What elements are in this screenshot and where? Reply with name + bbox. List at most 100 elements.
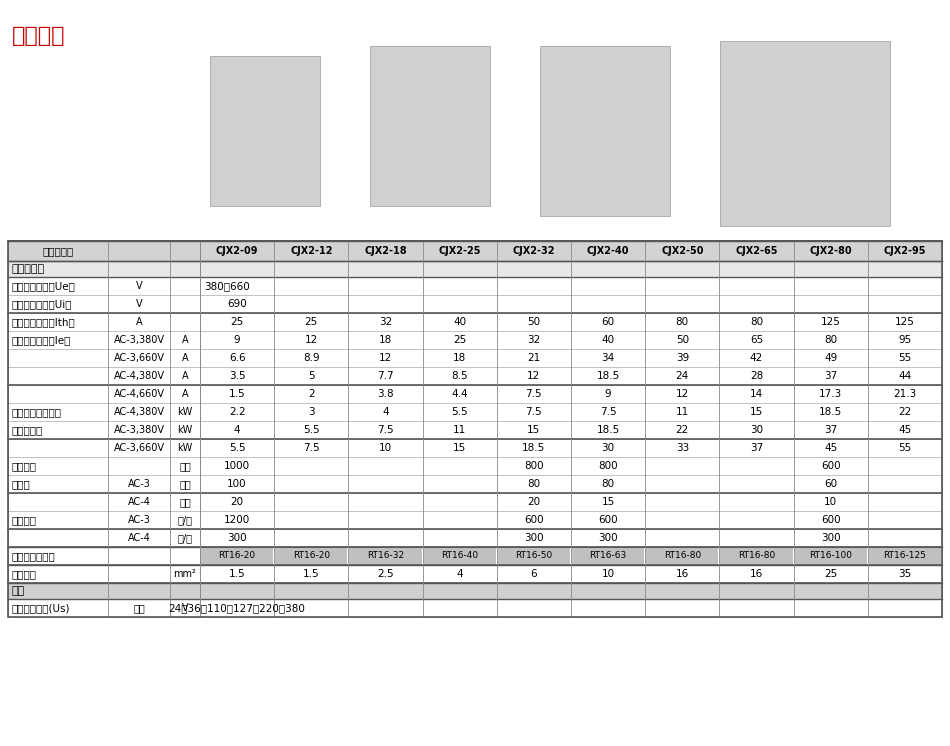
Text: 6.6: 6.6 (229, 353, 245, 363)
Text: 万次: 万次 (180, 479, 191, 489)
Text: 1.5: 1.5 (229, 569, 245, 579)
Text: 600: 600 (598, 515, 618, 525)
Bar (646, 548, 718, 564)
Bar (276, 548, 348, 564)
Text: kW: kW (178, 407, 193, 417)
Text: 49: 49 (824, 353, 837, 363)
Text: AC-3,380V: AC-3,380V (113, 425, 164, 435)
Text: A: A (136, 317, 142, 327)
Text: 7.5: 7.5 (377, 425, 394, 435)
Text: 125: 125 (821, 317, 841, 327)
Text: A: A (181, 353, 188, 363)
Text: AC-3,660V: AC-3,660V (113, 353, 164, 363)
Text: 125: 125 (895, 317, 915, 327)
Text: CJX2-09: CJX2-09 (216, 246, 258, 256)
Text: kW: kW (178, 425, 193, 435)
Text: RT16-40: RT16-40 (441, 551, 478, 560)
Text: AC-4,660V: AC-4,660V (113, 389, 164, 399)
Bar (794, 548, 866, 564)
Text: 18.5: 18.5 (597, 371, 619, 381)
Text: 30: 30 (601, 443, 615, 453)
Text: 37: 37 (750, 443, 763, 453)
Text: 11: 11 (675, 407, 689, 417)
Text: AC-3,660V: AC-3,660V (113, 443, 164, 453)
FancyBboxPatch shape (720, 41, 890, 226)
Bar (8, 511, 942, 529)
Text: 操作频率: 操作频率 (12, 515, 37, 525)
Text: 10: 10 (825, 497, 837, 507)
Text: 4: 4 (234, 425, 240, 435)
Text: 18: 18 (453, 353, 466, 363)
Bar (8, 277, 942, 295)
Text: 次/时: 次/时 (178, 515, 193, 525)
Text: 80: 80 (527, 479, 541, 489)
Text: AC-4,380V: AC-4,380V (113, 371, 164, 381)
Bar (350, 548, 422, 564)
Text: 18.5: 18.5 (522, 443, 545, 453)
Text: 5.5: 5.5 (229, 443, 245, 453)
Text: 9: 9 (234, 335, 240, 345)
Bar (8, 403, 942, 421)
Text: mm²: mm² (174, 569, 197, 579)
Text: 机械寿命: 机械寿命 (12, 461, 37, 471)
Text: 300: 300 (524, 533, 543, 543)
FancyBboxPatch shape (540, 46, 670, 216)
Text: 4.4: 4.4 (451, 389, 468, 399)
Bar (720, 548, 792, 564)
Text: 9: 9 (605, 389, 612, 399)
Text: 40: 40 (453, 317, 466, 327)
Text: 2: 2 (308, 389, 314, 399)
Text: RT16-32: RT16-32 (367, 551, 404, 560)
Text: 7.5: 7.5 (525, 407, 542, 417)
Bar (8, 529, 942, 547)
Text: 20: 20 (527, 497, 541, 507)
Text: 35: 35 (899, 569, 912, 579)
Text: 次/时: 次/时 (178, 533, 193, 543)
Bar (201, 548, 274, 564)
Text: 800: 800 (598, 461, 618, 471)
Text: A: A (181, 371, 188, 381)
Text: 3.5: 3.5 (229, 371, 245, 381)
Text: 80: 80 (675, 317, 689, 327)
Text: RT16-50: RT16-50 (515, 551, 553, 560)
Text: 37: 37 (824, 425, 837, 435)
Text: 25: 25 (231, 317, 244, 327)
Text: 24: 24 (675, 371, 689, 381)
Text: AC-3: AC-3 (127, 479, 150, 489)
Text: 1200: 1200 (224, 515, 250, 525)
Text: A: A (181, 335, 188, 345)
Text: 18: 18 (379, 335, 392, 345)
Text: 5: 5 (308, 371, 314, 381)
Text: 95: 95 (899, 335, 912, 345)
Bar (8, 493, 942, 511)
Bar (8, 565, 942, 583)
Text: 12: 12 (527, 371, 541, 381)
Text: 1.5: 1.5 (303, 569, 319, 579)
Text: AC-3,380V: AC-3,380V (113, 335, 164, 345)
Text: 约定发热电流（Ith）: 约定发热电流（Ith） (12, 317, 76, 327)
Bar (8, 331, 942, 349)
Text: CJX2-80: CJX2-80 (809, 246, 852, 256)
Bar (8, 475, 942, 493)
Text: 21.3: 21.3 (893, 389, 917, 399)
Text: 15: 15 (601, 497, 615, 507)
Text: 100: 100 (227, 479, 247, 489)
Text: 55: 55 (899, 443, 912, 453)
Bar (8, 313, 942, 331)
Text: 50: 50 (527, 317, 541, 327)
Text: 8.9: 8.9 (303, 353, 319, 363)
Bar (424, 548, 496, 564)
Bar (8, 439, 942, 457)
Text: 22: 22 (899, 407, 912, 417)
Text: 额定工作电压（Ue）: 额定工作电压（Ue） (12, 281, 76, 291)
Text: 4: 4 (456, 569, 463, 579)
Text: CJX2-18: CJX2-18 (364, 246, 407, 256)
Text: CJX2-40: CJX2-40 (587, 246, 629, 256)
Text: 可控制三相电动机: 可控制三相电动机 (12, 407, 62, 417)
Text: 2.2: 2.2 (229, 407, 245, 417)
Bar (8, 583, 942, 599)
Text: 25: 25 (824, 569, 837, 579)
Text: 7.5: 7.5 (303, 443, 319, 453)
Text: 45: 45 (899, 425, 912, 435)
Text: 28: 28 (750, 371, 763, 381)
